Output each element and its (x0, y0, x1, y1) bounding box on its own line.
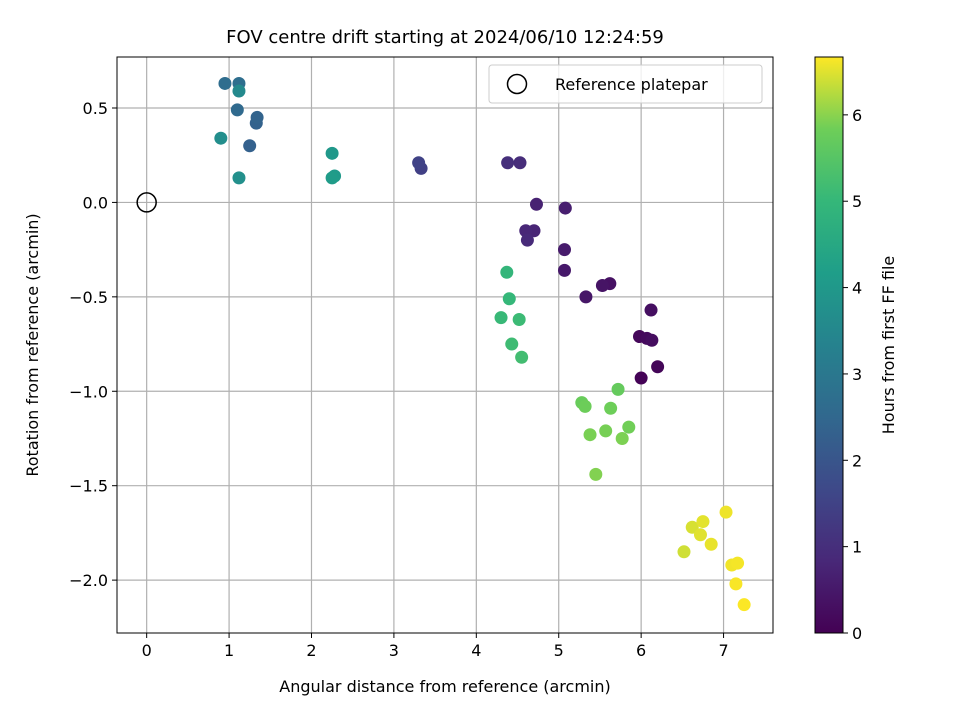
chart-title: FOV centre drift starting at 2024/06/10 … (226, 27, 664, 48)
legend-box (488, 64, 763, 104)
colorbar-tick-label: 6 (852, 106, 862, 125)
data-points (214, 76, 751, 612)
scatter-point (685, 520, 699, 534)
y-tick-label: 0.5 (83, 99, 108, 118)
scatter-point (557, 263, 571, 277)
colorbar-tick-label: 5 (852, 192, 862, 211)
scatter-point (583, 428, 597, 442)
scatter-point (505, 337, 519, 351)
scatter-point (634, 371, 648, 385)
scatter-point (520, 233, 534, 247)
scatter-point (595, 279, 609, 293)
scatter-point (214, 131, 228, 145)
scatter-point (502, 292, 516, 306)
colorbar-ticks: 0 1 2 3 4 5 6 (843, 106, 862, 643)
x-tick-label: 2 (306, 641, 316, 660)
colorbar-frame (814, 56, 844, 634)
scatter-point (232, 171, 246, 185)
scatter-point (230, 103, 244, 117)
reference-platepar-point (136, 192, 157, 213)
scatter-point (737, 598, 751, 612)
x-axis-ticks: 0 1 2 3 4 5 6 7 (142, 633, 729, 660)
scatter-point (696, 515, 710, 529)
scatter-point (615, 431, 629, 445)
scatter-point (677, 545, 691, 559)
y-axis-ticks: −2.0 −1.5 −1.0 −0.5 0.0 0.5 (69, 99, 117, 590)
colorbar-tick-label: 1 (852, 538, 862, 557)
scatter-point (719, 505, 733, 519)
scatter-point (325, 146, 339, 160)
scatter-point (578, 399, 592, 413)
scatter-point (325, 171, 339, 185)
scatter-point (529, 197, 543, 211)
scatter-point (243, 139, 257, 153)
scatter-point (645, 333, 659, 347)
scatter-point (729, 577, 743, 591)
colorbar-gradient (815, 57, 843, 633)
x-tick-label: 1 (224, 641, 234, 660)
scatter-point (558, 201, 572, 215)
x-tick-label: 0 (142, 641, 152, 660)
colorbar-tick-label: 4 (852, 279, 862, 298)
scatter-point (622, 420, 636, 434)
scatter-point (599, 424, 613, 438)
y-tick-label: −0.5 (69, 288, 108, 307)
x-tick-label: 4 (471, 641, 481, 660)
x-tick-label: 5 (554, 641, 564, 660)
scatter-point (500, 265, 514, 279)
scatter-point (513, 156, 527, 170)
scatter-point (501, 156, 515, 170)
legend-open-circle-marker (506, 73, 528, 95)
scatter-point (611, 382, 625, 396)
x-tick-label: 6 (636, 641, 646, 660)
colorbar: 0 1 2 3 4 5 6 Hours from first FF file (814, 56, 898, 643)
y-tick-label: −2.0 (69, 571, 108, 590)
colorbar-tick-label: 2 (852, 451, 862, 470)
scatter-point (218, 76, 232, 90)
x-tick-label: 7 (718, 641, 728, 660)
scatter-point (232, 84, 246, 98)
plot-area-frame (116, 56, 774, 634)
scatter-point (589, 467, 603, 481)
legend: Reference platepar (488, 64, 763, 104)
grid-lines (117, 57, 773, 633)
colorbar-tick-label: 3 (852, 365, 862, 384)
x-axis-label: Angular distance from reference (arcmin) (279, 677, 610, 696)
scatter-point (731, 556, 745, 570)
scatter-point (557, 243, 571, 257)
y-tick-label: −1.0 (69, 382, 108, 401)
x-tick-label: 3 (389, 641, 399, 660)
scatter-point (579, 290, 593, 304)
y-tick-label: 0.0 (83, 193, 108, 212)
scatter-point (515, 350, 529, 364)
scatter-point (250, 110, 264, 124)
scatter-point (412, 156, 426, 170)
y-tick-label: −1.5 (69, 477, 108, 496)
scatter-point (651, 360, 665, 374)
scatter-point (704, 537, 718, 551)
scatter-point (644, 303, 658, 317)
reference-marker (136, 192, 157, 213)
colorbar-label: Hours from first FF file (879, 256, 898, 435)
scatter-point (494, 311, 508, 325)
scatter-point (604, 401, 618, 415)
colorbar-tick-label: 0 (852, 624, 862, 643)
legend-entry-label: Reference platepar (555, 75, 708, 94)
y-axis-label: Rotation from reference (arcmin) (23, 213, 42, 476)
scatter-point (512, 313, 526, 327)
scatter-point (693, 528, 707, 542)
